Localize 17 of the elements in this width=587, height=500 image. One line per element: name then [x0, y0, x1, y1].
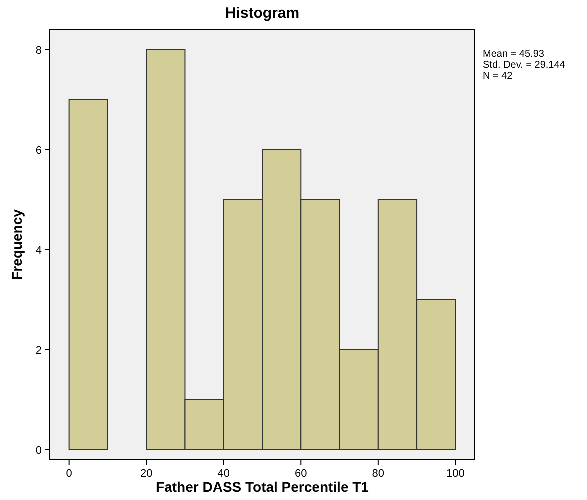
- text: N = 42: [483, 71, 514, 82]
- x-tick-label: 80: [372, 468, 385, 480]
- x-tick-label: 100: [446, 468, 465, 480]
- y-tick-label: 4: [36, 245, 42, 257]
- x-tick-label: 20: [140, 468, 153, 480]
- x-tick-label: 0: [66, 468, 72, 480]
- text: Std. Dev. = 29.144: [483, 60, 566, 71]
- x-axis-title: Father DASS Total Percentile T1: [156, 479, 370, 495]
- x-tick-label: 60: [295, 468, 308, 480]
- text: Mean = 45.93: [483, 49, 545, 60]
- x-tick-label: 40: [218, 468, 230, 480]
- y-tick-label: 0: [36, 445, 42, 457]
- y-tick-label: 2: [36, 345, 42, 357]
- y-tick-label: 6: [36, 145, 42, 157]
- y-tick-label: 8: [36, 45, 42, 57]
- y-axis-title: Frequency: [9, 209, 25, 280]
- chart-title: Histogram: [225, 5, 300, 22]
